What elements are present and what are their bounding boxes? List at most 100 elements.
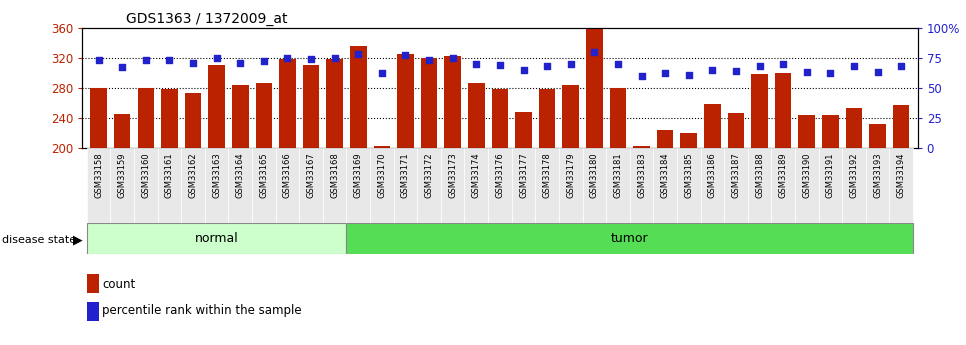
FancyBboxPatch shape (488, 148, 512, 223)
Bar (279, 59, 296, 148)
Text: tumor: tumor (611, 231, 648, 245)
Bar (775, 73, 791, 148)
Bar (444, 56, 461, 148)
Text: GSM33159: GSM33159 (118, 152, 127, 198)
Text: GSM33171: GSM33171 (401, 152, 410, 198)
Bar (586, 29, 603, 148)
Bar (562, 85, 579, 148)
FancyBboxPatch shape (252, 148, 275, 223)
Point (563, 61, 579, 67)
Text: GSM33183: GSM33183 (637, 152, 646, 198)
Text: GSM33186: GSM33186 (708, 152, 717, 198)
Text: GSM33161: GSM33161 (165, 152, 174, 198)
FancyBboxPatch shape (818, 148, 842, 223)
Bar (256, 83, 272, 148)
Bar (752, 75, 768, 148)
Text: GSM33177: GSM33177 (519, 152, 528, 198)
Bar (209, 65, 225, 148)
Point (776, 61, 791, 67)
Point (869, 70, 885, 75)
Bar (161, 89, 178, 148)
Point (303, 56, 319, 62)
FancyBboxPatch shape (512, 148, 535, 223)
Bar (680, 133, 697, 148)
Bar (634, 146, 650, 148)
Text: GSM33164: GSM33164 (236, 152, 244, 198)
Point (539, 63, 554, 69)
Bar (727, 113, 744, 148)
Text: GSM33163: GSM33163 (213, 152, 221, 198)
Point (256, 59, 271, 64)
Point (752, 63, 767, 69)
FancyBboxPatch shape (134, 148, 157, 223)
FancyBboxPatch shape (205, 148, 228, 223)
Bar (87, 223, 347, 254)
Text: GSM33191: GSM33191 (826, 152, 835, 198)
Bar (137, 88, 155, 148)
FancyBboxPatch shape (110, 148, 134, 223)
Text: GSM33167: GSM33167 (306, 152, 316, 198)
Text: GSM33166: GSM33166 (283, 152, 292, 198)
FancyBboxPatch shape (394, 148, 417, 223)
Text: GDS1363 / 1372009_at: GDS1363 / 1372009_at (126, 12, 287, 26)
Bar (185, 92, 201, 148)
Point (728, 68, 744, 74)
Text: GSM33184: GSM33184 (661, 152, 669, 198)
Point (280, 55, 296, 61)
Text: GSM33190: GSM33190 (802, 152, 811, 198)
FancyBboxPatch shape (535, 148, 559, 223)
FancyBboxPatch shape (228, 148, 252, 223)
Point (469, 61, 484, 67)
FancyBboxPatch shape (842, 148, 866, 223)
Text: disease state: disease state (2, 235, 76, 245)
FancyBboxPatch shape (630, 148, 653, 223)
Point (421, 57, 437, 63)
Bar (610, 88, 626, 148)
Text: GSM33170: GSM33170 (378, 152, 386, 198)
Bar (374, 146, 390, 148)
FancyBboxPatch shape (795, 148, 818, 223)
FancyBboxPatch shape (890, 148, 913, 223)
FancyBboxPatch shape (323, 148, 347, 223)
Point (209, 55, 224, 61)
Text: GSM33172: GSM33172 (425, 152, 434, 198)
Text: GSM33158: GSM33158 (94, 152, 103, 198)
Point (823, 71, 838, 76)
Point (398, 52, 413, 58)
FancyBboxPatch shape (440, 148, 465, 223)
Point (115, 65, 130, 70)
Point (185, 60, 201, 66)
Bar (515, 112, 531, 148)
Bar (869, 124, 886, 148)
FancyBboxPatch shape (370, 148, 394, 223)
Text: GSM33160: GSM33160 (141, 152, 151, 198)
FancyBboxPatch shape (87, 148, 110, 223)
Point (704, 67, 720, 73)
FancyBboxPatch shape (299, 148, 323, 223)
FancyBboxPatch shape (606, 148, 630, 223)
Bar (704, 104, 721, 148)
Bar (657, 130, 673, 148)
FancyBboxPatch shape (417, 148, 440, 223)
Point (586, 49, 602, 55)
Text: count: count (102, 278, 135, 291)
Bar (822, 115, 838, 148)
Point (351, 51, 366, 57)
Text: GSM33193: GSM33193 (873, 152, 882, 198)
FancyBboxPatch shape (653, 148, 677, 223)
Text: GSM33185: GSM33185 (684, 152, 694, 198)
Point (138, 57, 154, 63)
Point (658, 71, 673, 76)
Point (492, 62, 508, 68)
Text: GSM33165: GSM33165 (259, 152, 269, 198)
Bar (327, 59, 343, 148)
Text: GSM33178: GSM33178 (543, 152, 552, 198)
Bar (347, 223, 913, 254)
Bar (302, 65, 320, 148)
Text: GSM33162: GSM33162 (188, 152, 198, 198)
Text: normal: normal (195, 231, 239, 245)
Text: GSM33181: GSM33181 (613, 152, 622, 198)
Text: GSM33169: GSM33169 (354, 152, 363, 198)
Point (91, 57, 106, 63)
Text: GSM33174: GSM33174 (471, 152, 481, 198)
